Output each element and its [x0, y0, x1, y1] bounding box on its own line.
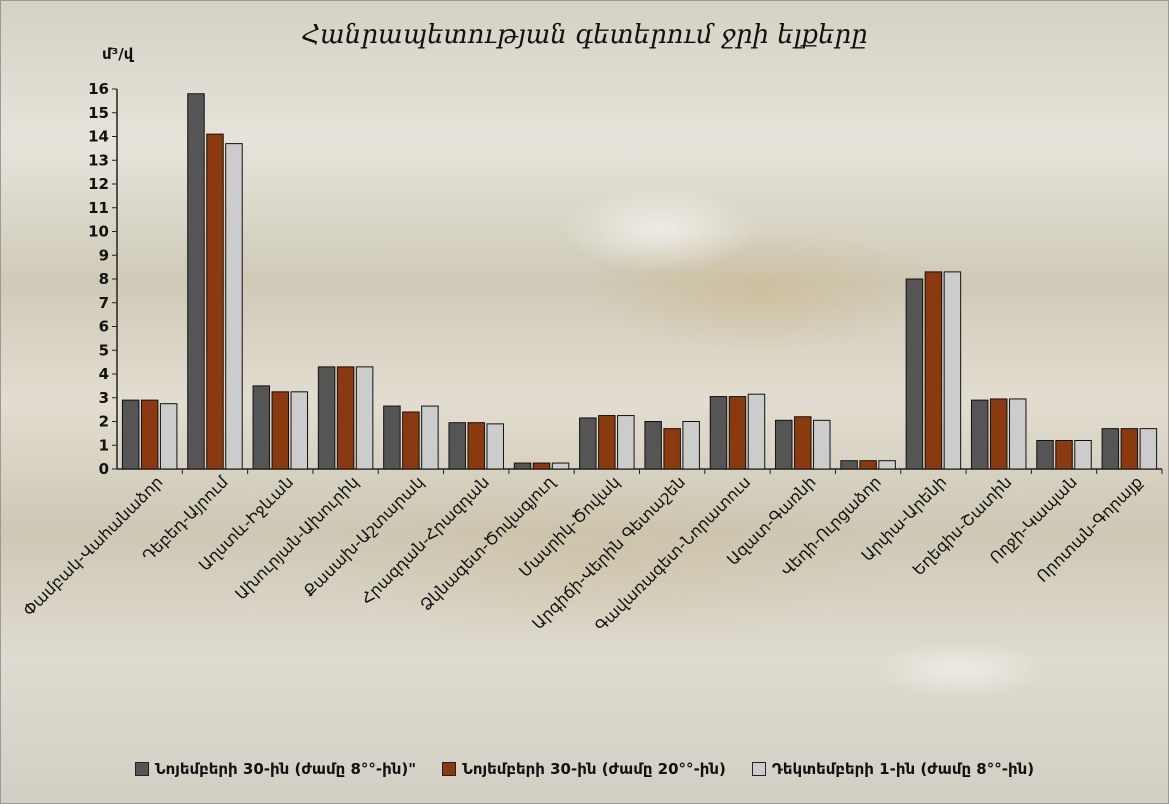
bar-3-12 [878, 460, 896, 470]
bar-3-15 [1074, 440, 1092, 470]
legend-swatch-series-2 [442, 762, 457, 776]
legend-item-series-2: Նոյեմբերի 30-ին (ժամը 20°°-ին) [442, 760, 726, 778]
bar-1-6 [448, 422, 466, 470]
bar-2-8 [598, 415, 616, 470]
x-category-label: Հրազդան-Հրազդան [357, 472, 493, 608]
bar-1-4 [317, 366, 336, 470]
bar-2-14 [989, 398, 1008, 470]
bar-2-3 [271, 391, 290, 470]
bar-2-10 [728, 396, 747, 470]
y-tick-label: 2 [99, 413, 109, 431]
x-category-label: Քասախ-Աշտարակ [300, 472, 428, 600]
bar-1-15 [1036, 440, 1054, 470]
bar-1-12 [840, 460, 858, 470]
legend-label-series-3: Դեկտեմբերի 1-ին (ժամը 8°°-ին) [771, 760, 1035, 778]
bar-1-13 [905, 278, 924, 470]
x-category-label: Ձկնագետ-Ծովագյուղ [416, 472, 559, 615]
bar-3-4 [355, 366, 374, 470]
bar-1-11 [775, 419, 793, 470]
y-tick-label: 6 [99, 318, 109, 336]
bar-3-7 [551, 462, 570, 470]
bar-3-16 [1139, 428, 1158, 470]
chart-title: Հանրապետության գետերում ջրի ելքերը [301, 20, 868, 50]
legend-label-series-2: Նոյեմբերի 30-ին (ժամը 20°°-ին) [462, 760, 726, 778]
bar-2-9 [663, 428, 681, 470]
bar-1-1 [121, 399, 140, 470]
bar-3-2 [225, 143, 243, 470]
y-tick-label: 12 [88, 175, 109, 193]
y-tick-label: 14 [88, 128, 109, 146]
bar-2-13 [924, 271, 943, 470]
y-tick-label: 15 [88, 104, 109, 122]
bar-2-6 [467, 422, 485, 470]
bar-1-16 [1101, 428, 1120, 470]
bar-1-3 [252, 385, 271, 470]
legend-item-series-3: Դեկտեմբերի 1-ին (ժամը 8°°-ին) [751, 760, 1035, 778]
bar-1-2 [187, 93, 205, 470]
bar-3-5 [421, 405, 439, 470]
bar-2-15 [1055, 440, 1073, 470]
bar-3-11 [813, 419, 831, 470]
bar-3-3 [290, 391, 309, 470]
bar-1-14 [970, 399, 989, 470]
bar-3-8 [617, 415, 635, 470]
bar-2-7 [532, 462, 551, 470]
y-tick-label: 9 [99, 246, 109, 264]
y-tick-label: 8 [99, 270, 109, 288]
bar-3-1 [159, 403, 178, 470]
bar-1-10 [709, 396, 728, 470]
bar-3-6 [486, 423, 504, 470]
bar-2-2 [206, 133, 224, 470]
bar-3-9 [682, 421, 700, 470]
bar-2-5 [402, 411, 420, 470]
y-axis-unit: մ³/վ [102, 45, 134, 63]
bar-1-5 [383, 405, 401, 470]
bar-2-11 [794, 416, 812, 470]
y-tick-label: 3 [99, 389, 109, 407]
y-tick-label: 4 [99, 365, 109, 383]
y-tick-label: 5 [99, 341, 109, 359]
y-tick-label: 1 [99, 436, 109, 454]
y-tick-label: 7 [99, 294, 109, 312]
y-tick-label: 13 [88, 151, 109, 169]
bar-2-4 [336, 366, 355, 470]
bar-1-7 [513, 462, 532, 470]
bar-3-13 [943, 271, 962, 470]
bar-2-1 [140, 399, 159, 470]
legend-item-series-1: Նոյեմբերի 30-ին (ժամը 8°°-ին)" [134, 760, 417, 778]
bar-2-16 [1120, 428, 1139, 470]
bar-3-14 [1008, 398, 1027, 470]
y-tick-label: 10 [88, 223, 109, 241]
legend-label-series-1: Նոյեմբերի 30-ին (ժամը 8°°-ին)" [154, 760, 417, 778]
bar-1-9 [644, 421, 662, 470]
x-axis-labels: Փամբակ-ՎահանաձորԴեբեդ-ԱյրումԱղստև-ԻջևանԱ… [19, 472, 1146, 636]
y-tick-label: 0 [99, 460, 109, 478]
bar-3-10 [747, 393, 766, 470]
y-tick-label: 16 [88, 80, 109, 98]
x-category-label: Ախուրյան-Ախուրիկ [231, 472, 362, 603]
bar-2-12 [859, 460, 877, 470]
bar-1-8 [579, 417, 597, 470]
legend: Նոյեմբերի 30-ին (ժամը 8°°-ին)" Նոյեմբերի… [0, 760, 1169, 778]
y-tick-label: 11 [88, 199, 109, 217]
legend-swatch-series-3 [751, 762, 766, 776]
legend-swatch-series-1 [134, 762, 149, 776]
bars [121, 93, 1158, 470]
